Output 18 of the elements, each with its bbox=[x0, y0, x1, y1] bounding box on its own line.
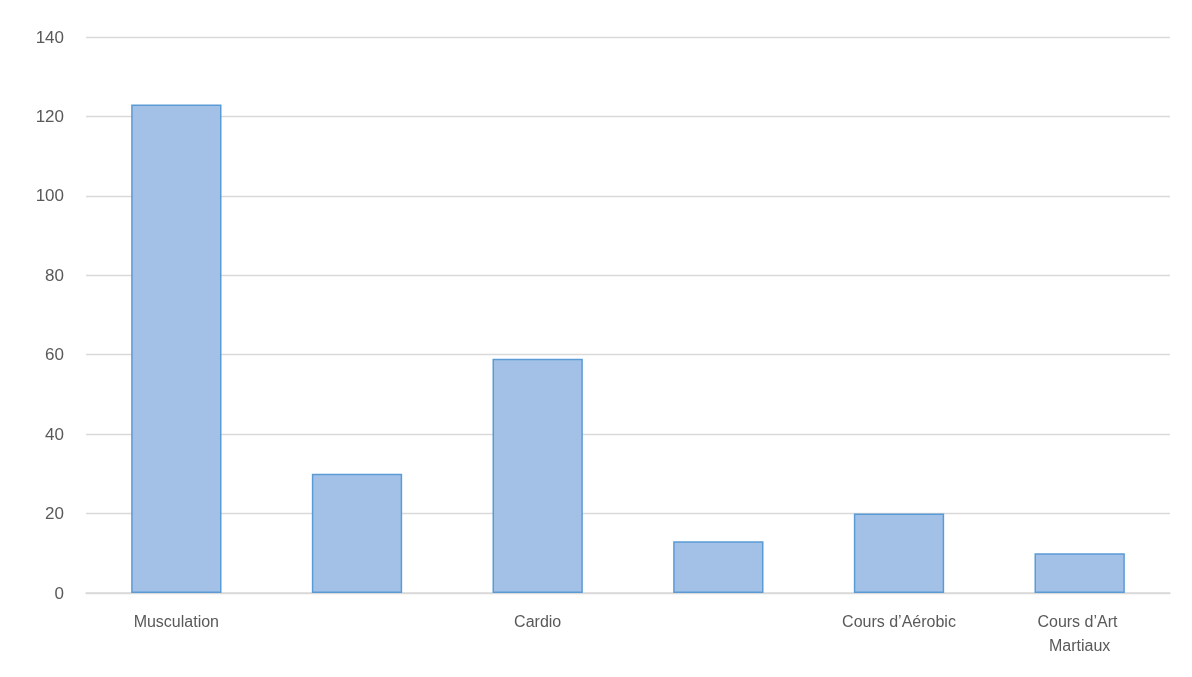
x-tick-label: Cours d’Aérobic bbox=[842, 612, 956, 630]
x-tick-label: Musculation bbox=[133, 612, 220, 630]
y-tick-label: 20 bbox=[45, 504, 64, 524]
bar bbox=[492, 358, 583, 593]
y-tick-label: 100 bbox=[35, 186, 64, 206]
y-tick-label: 0 bbox=[54, 583, 64, 603]
x-tick-label: Cours d’Art Martiaux bbox=[1037, 612, 1122, 654]
bar bbox=[1034, 553, 1125, 593]
y-tick-label: 60 bbox=[45, 345, 64, 365]
bar bbox=[311, 473, 403, 593]
bar bbox=[131, 104, 222, 593]
bar bbox=[853, 513, 945, 593]
y-tick-label: 80 bbox=[45, 265, 64, 285]
y-tick-label: 40 bbox=[45, 424, 64, 444]
bar bbox=[673, 541, 764, 593]
y-tick-label: 120 bbox=[35, 106, 64, 126]
x-tick-label: Cardio bbox=[514, 612, 562, 630]
y-tick-label: 140 bbox=[35, 27, 64, 47]
